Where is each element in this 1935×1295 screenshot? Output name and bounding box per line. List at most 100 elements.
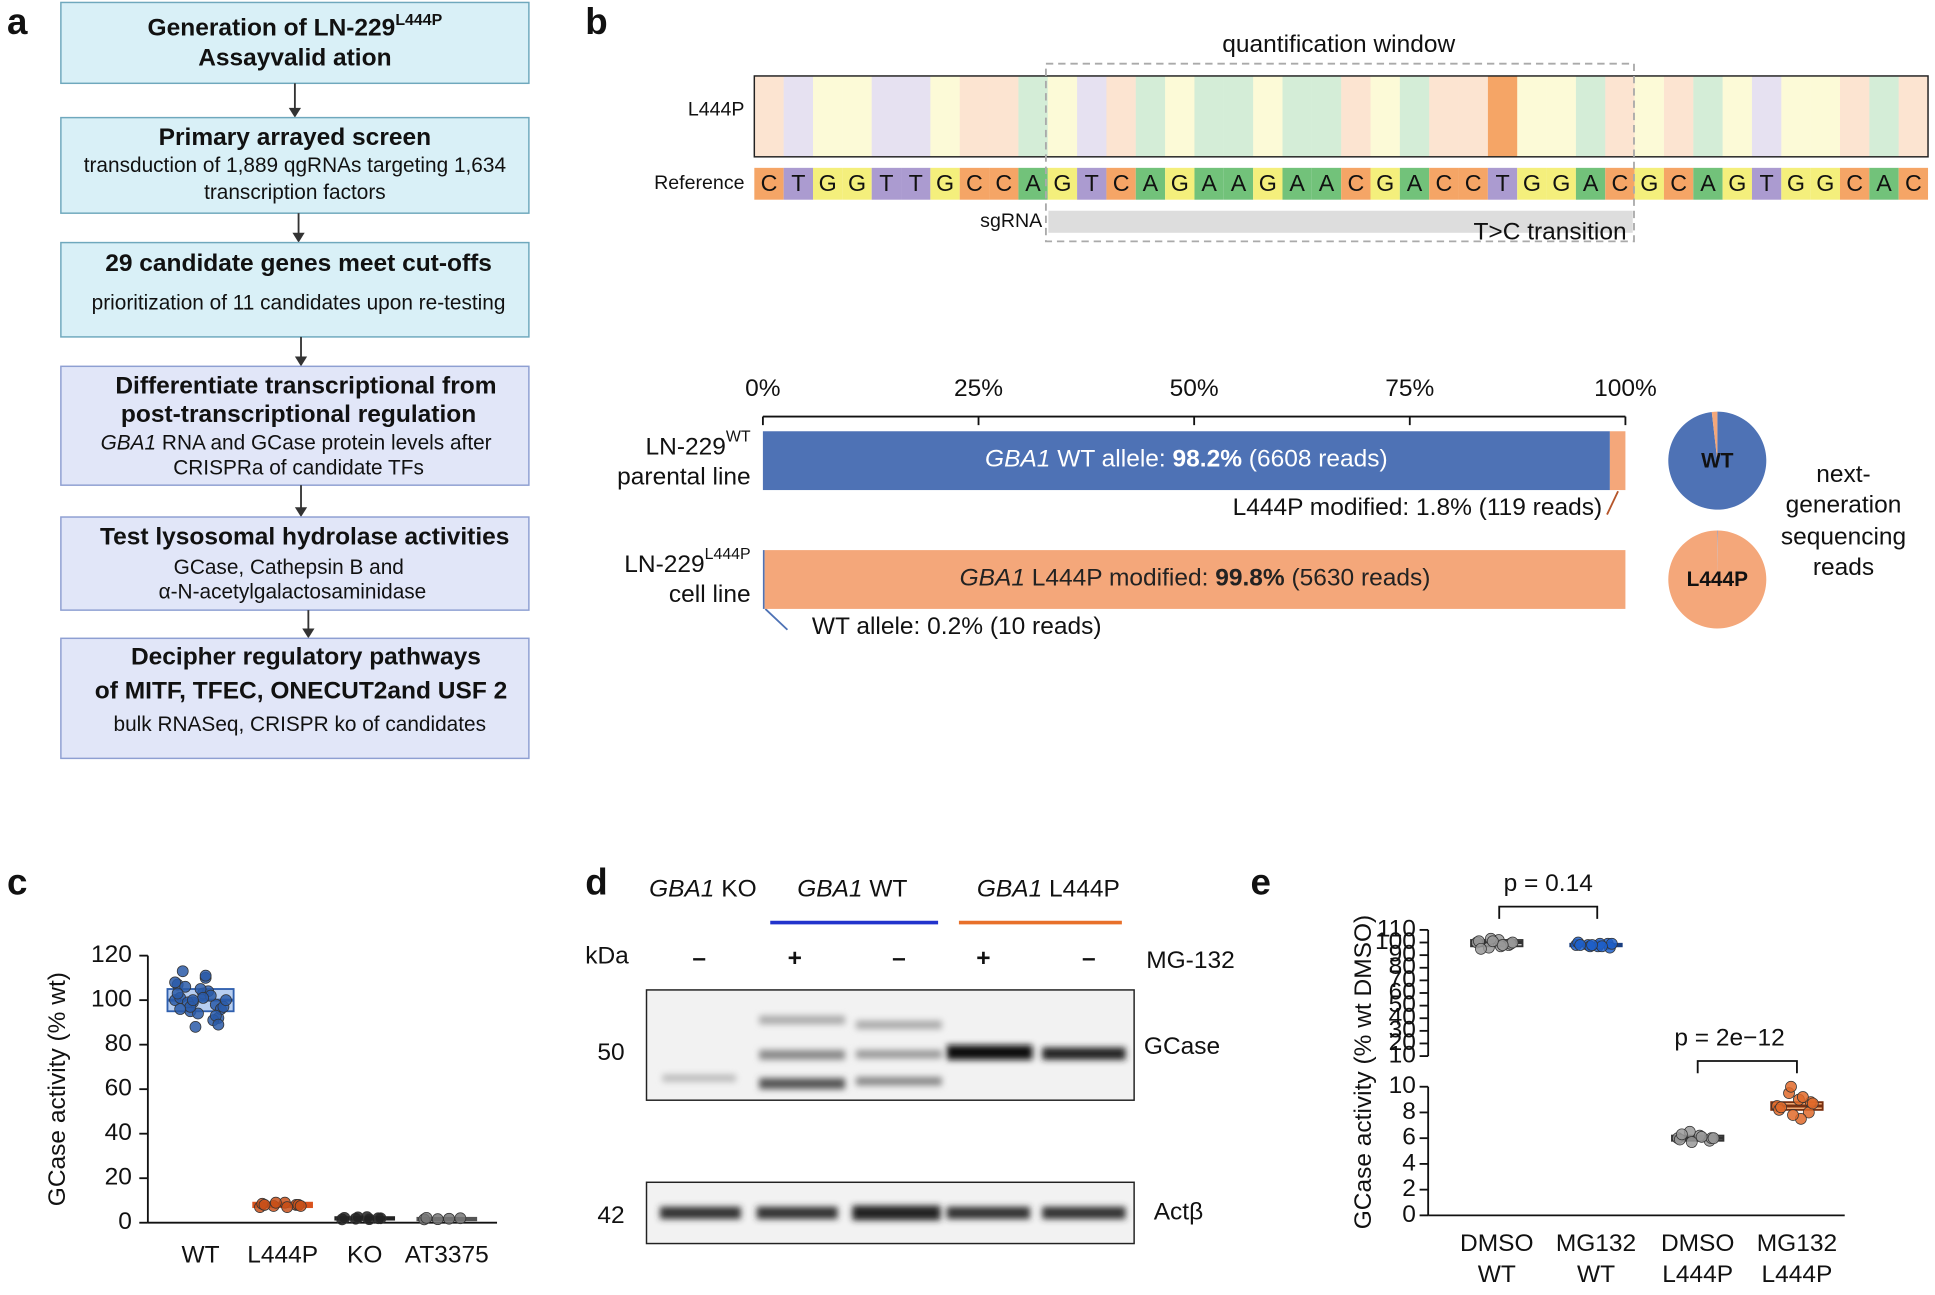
kda: 42 <box>597 1202 624 1229</box>
box <box>60 1 530 85</box>
protein-label: GCase <box>1144 1033 1220 1060</box>
base-cell <box>1194 167 1224 200</box>
point <box>189 1020 202 1033</box>
sign: – <box>1082 945 1096 972</box>
box-text: transduction of 1,889 qgRNAs targeting 1… <box>84 154 506 177</box>
y-tick-label: 10 <box>1389 1072 1416 1099</box>
treatment-label: MG-132 <box>1146 947 1235 974</box>
box-title: Decipher regulatory pathways <box>131 643 481 670</box>
y-tick-label: 60 <box>1389 978 1416 1005</box>
point <box>1785 1080 1797 1093</box>
sign: – <box>892 945 906 972</box>
base-cell <box>1517 167 1547 200</box>
base: G <box>1259 170 1277 196</box>
bracket <box>1696 1060 1798 1074</box>
base-cell <box>1399 167 1430 200</box>
edited-cell <box>1869 75 1899 157</box>
base: T <box>879 170 893 196</box>
arrow-head <box>292 232 305 243</box>
y-tick-label: 20 <box>1389 1029 1416 1056</box>
point <box>1496 939 1509 951</box>
sgrna-label: sgRNA <box>980 210 1043 232</box>
base-cell <box>1663 167 1694 200</box>
base: G <box>1376 170 1394 196</box>
minor-label: L444P modified: 1.8% (119 reads) <box>1233 494 1603 521</box>
panel-d: d GBA1 KO GBA1 WT GBA1 L444P kDa – + – +… <box>585 861 1235 1245</box>
point <box>269 1196 282 1209</box>
base: A <box>1289 170 1305 196</box>
y-axis-label: GCase activity (% wt DMSO) <box>1350 915 1377 1229</box>
y-tick-label: 30 <box>1389 1016 1416 1043</box>
x-tick-label: 25% <box>954 375 1003 402</box>
box-title: Differentiate transcriptional from <box>115 373 496 400</box>
point <box>1486 935 1499 948</box>
panel-label: d <box>585 861 607 902</box>
side-text: reads <box>1813 554 1874 581</box>
base: A <box>1143 170 1159 196</box>
point <box>1475 942 1487 955</box>
x-tick-label: AT3375 <box>405 1241 489 1268</box>
point <box>220 994 232 1007</box>
point <box>294 1200 307 1212</box>
title: Generation of LN-229 <box>148 15 396 42</box>
edited-cell <box>930 75 960 157</box>
box <box>60 365 530 486</box>
band <box>662 1074 736 1082</box>
x-tick-label: 100% <box>1594 375 1657 402</box>
x-tick-label: KO <box>347 1241 382 1268</box>
x-tick-label: DMSO <box>1661 1230 1735 1257</box>
group-label: GBA1 L444P <box>977 876 1120 903</box>
pie-label: L444P <box>1687 568 1748 591</box>
leader <box>764 608 789 631</box>
panel-label: b <box>585 1 607 42</box>
row-label: cell line <box>669 581 751 608</box>
y-tick-label: 0 <box>118 1208 132 1235</box>
point <box>176 965 189 978</box>
pie-label: WT <box>1701 449 1734 472</box>
bar-segment <box>762 550 765 609</box>
base: C <box>761 170 778 196</box>
edited-cell <box>1165 75 1195 157</box>
base: G <box>1552 170 1570 196</box>
side-text: generation <box>1786 491 1902 518</box>
base: C <box>1846 170 1863 196</box>
panel-label: a <box>7 1 28 42</box>
edited-cell <box>989 75 1019 157</box>
side-text: sequencing <box>1781 523 1906 550</box>
base: G <box>819 170 837 196</box>
base: A <box>1025 170 1041 196</box>
base-cell <box>813 167 843 200</box>
bar-segment <box>1609 431 1626 491</box>
y-axis-label: GCase activity (% wt) <box>44 972 71 1206</box>
gene: GBA1 <box>797 876 862 903</box>
x-tick-label: 75% <box>1385 375 1434 402</box>
edited-cell <box>1458 75 1488 157</box>
y-tick-label: 70 <box>1389 966 1416 993</box>
base-cell <box>1840 167 1870 200</box>
base-cell <box>1810 167 1841 200</box>
box-text: transcription factors <box>204 181 386 204</box>
point <box>199 969 212 982</box>
edited-cell <box>1106 75 1136 157</box>
base-cell <box>754 167 784 200</box>
band <box>856 1076 942 1086</box>
base-cell <box>1077 167 1107 200</box>
y-tick-label: 100 <box>91 986 132 1013</box>
bar-segment <box>762 431 1610 491</box>
y-tick-label: 0 <box>1402 1201 1416 1228</box>
box <box>60 637 530 760</box>
pie-slice <box>1711 411 1718 461</box>
point <box>1675 1128 1688 1141</box>
point <box>1806 1097 1819 1110</box>
point <box>169 976 181 989</box>
base-cell <box>842 167 872 200</box>
point <box>374 1212 387 1225</box>
point <box>431 1213 444 1226</box>
point <box>1596 940 1608 953</box>
base: G <box>848 170 866 196</box>
base-cell <box>1869 167 1899 200</box>
base: C <box>1347 170 1364 196</box>
base: C <box>1905 170 1922 196</box>
gene: GBA1 <box>649 876 714 903</box>
box-text: GCase, Cathepsin B and <box>174 556 404 579</box>
